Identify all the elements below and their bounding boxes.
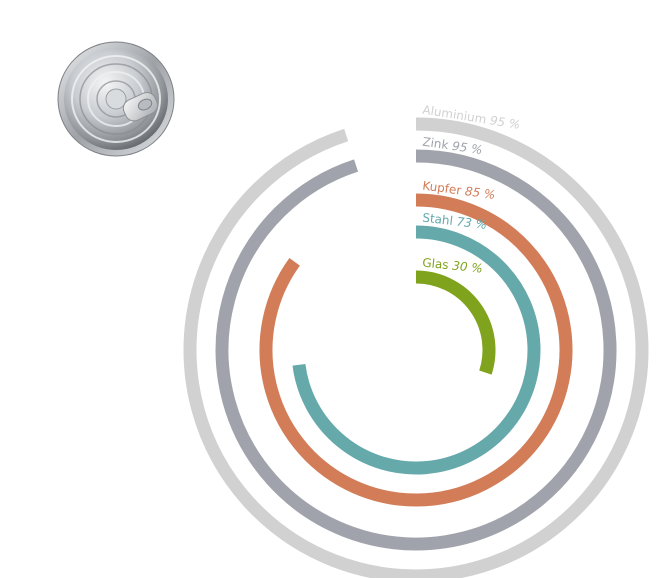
ring-label-value: 30 % (452, 259, 484, 276)
ring-zink (215, 149, 617, 551)
tin-can-lid-icon (57, 41, 175, 157)
ring-label-stahl: Stahl 73 % (422, 211, 488, 232)
ring-label-value: 95 % (451, 139, 483, 157)
ring-label-name: Glas (422, 256, 453, 273)
ring-kupfer (259, 193, 573, 507)
ring-glas (415, 270, 496, 375)
ring-label-value: 73 % (456, 215, 488, 232)
ring-stahl (292, 225, 541, 475)
ring-label-zink: Zink 95 % (422, 135, 484, 157)
ring-label-value: 95 % (489, 113, 521, 132)
ring-aluminium (183, 117, 649, 578)
ring-label-kupfer: Kupfer 85 % (422, 179, 497, 202)
ring-label-name: Zink (422, 135, 454, 153)
ring-label-name: Stahl (422, 211, 458, 229)
ring-label-value: 85 % (464, 184, 496, 202)
ring-label-glas: Glas 30 % (422, 256, 484, 276)
ring-label-name: Kupfer (422, 179, 466, 198)
